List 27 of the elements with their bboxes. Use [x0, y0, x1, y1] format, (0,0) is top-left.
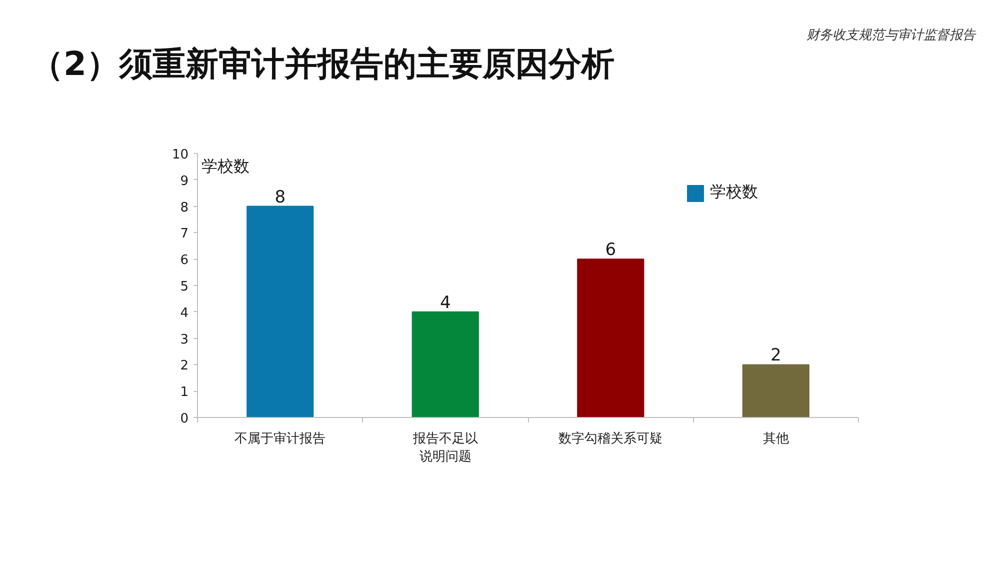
chart-title: （2）须重新审计并报告的主要原因分析 [30, 44, 614, 83]
bar [742, 364, 810, 418]
y-tick-label: 5 [180, 280, 189, 294]
y-tick-label: 6 [180, 253, 189, 268]
y-axis-title: 学校数 [202, 156, 250, 176]
y-tick-label: 7 [180, 226, 189, 242]
text: 财务收支规范与审计监督报告 [806, 27, 976, 43]
x-tick-label: 其他 [762, 432, 789, 446]
data-label: 6 [605, 240, 616, 260]
y-tick-label: 1 [180, 385, 189, 400]
x-tick-label: 报告不足以说明问题 [412, 432, 478, 464]
y-tick-label: 4 [180, 306, 189, 321]
x-tick-label: 不属于审计报告 [234, 430, 326, 446]
data-label: 8 [274, 187, 286, 208]
data-label: 2 [770, 346, 782, 366]
data-label: 4 [440, 292, 451, 313]
x-tick-label: 数字勾稽关系可疑 [558, 430, 663, 446]
bar [246, 206, 314, 418]
y-tick-label: 0 [180, 412, 189, 426]
y-tick-label: 10 [172, 148, 189, 162]
y-tick-label: 8 [180, 200, 189, 216]
y-tick-label: 2 [180, 358, 189, 374]
y-tick-label: 3 [180, 332, 189, 348]
y-tick-label: 9 [180, 174, 189, 189]
bar [577, 258, 644, 418]
bar [412, 311, 479, 418]
legend-label: 学校数 [710, 182, 759, 203]
